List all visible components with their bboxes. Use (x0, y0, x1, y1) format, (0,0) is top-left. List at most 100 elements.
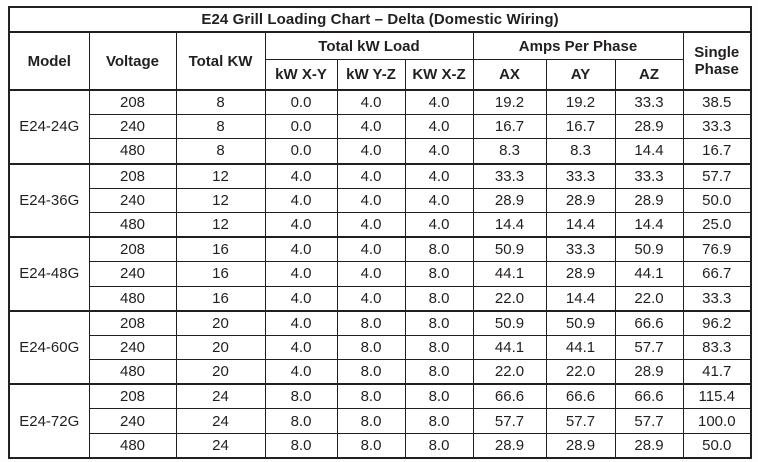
value-cell: 4.0 (404, 211, 474, 238)
value-cell: 16.7 (682, 138, 752, 165)
value-cell: 8 (175, 89, 266, 116)
value-cell: 57.7 (472, 408, 547, 434)
value-cell: 208 (88, 236, 177, 263)
value-cell: 4.0 (264, 359, 338, 385)
value-cell: 24 (175, 408, 266, 434)
value-cell: 50.9 (472, 236, 547, 263)
col-header-total-kw: Total KW (175, 31, 266, 91)
value-cell: 240 (88, 408, 177, 434)
value-cell: 14.4 (545, 285, 616, 312)
value-cell: 480 (88, 285, 177, 312)
value-cell: 240 (88, 334, 177, 361)
col-header-ay: AY (545, 59, 616, 91)
value-cell: 50.9 (472, 309, 547, 336)
value-cell: 480 (88, 138, 177, 165)
value-cell: 4.0 (404, 89, 474, 116)
header-row-sub: kW X-Y kW Y-Z KW X-Z AX AY AZ (9, 59, 751, 91)
value-cell: 83.3 (682, 334, 752, 361)
value-cell: 22.0 (545, 359, 616, 385)
value-cell: 44.1 (472, 261, 547, 287)
value-cell: 44.1 (614, 261, 684, 287)
value-cell: 8.3 (472, 138, 547, 165)
value-cell: 22.0 (472, 359, 547, 385)
value-cell: 28.9 (472, 187, 547, 213)
value-cell: 66.6 (614, 309, 684, 336)
value-cell: 8.0 (336, 408, 406, 434)
value-cell: 12 (175, 211, 266, 238)
model-cell: E24-60G (8, 309, 90, 385)
value-cell: 66.6 (614, 383, 684, 410)
title-row: E24 Grill Loading Chart – Delta (Domesti… (8, 6, 752, 33)
value-cell: 33.3 (472, 162, 547, 189)
value-cell: 208 (88, 309, 177, 336)
value-cell: 4.0 (404, 138, 474, 165)
value-cell: 4.0 (336, 285, 406, 312)
value-cell: 50.9 (545, 309, 616, 336)
value-cell: 4.0 (264, 236, 338, 263)
col-header-voltage: Voltage (88, 31, 177, 91)
value-cell: 240 (88, 114, 177, 140)
value-cell: 16.7 (545, 114, 616, 140)
col-group-amps-per-phase: Amps Per Phase (472, 31, 684, 60)
col-header-az: AZ (614, 59, 684, 91)
value-cell: 16 (175, 261, 266, 287)
table-title: E24 Grill Loading Chart – Delta (Domesti… (8, 6, 752, 33)
value-cell: 57.7 (614, 408, 684, 434)
table-row: 480 24 8.0 8.0 8.0 28.9 28.9 28.9 50.0 (9, 432, 752, 459)
value-cell: 208 (88, 162, 177, 189)
value-cell: 28.9 (614, 114, 684, 140)
value-cell: 8.0 (264, 432, 338, 459)
value-cell: 12 (175, 187, 266, 213)
value-cell: 4.0 (404, 114, 474, 140)
value-cell: 20 (175, 359, 266, 385)
value-cell: 14.4 (614, 138, 684, 165)
value-cell: 4.0 (264, 309, 338, 336)
value-cell: 50.0 (682, 187, 752, 213)
value-cell: 8 (175, 138, 266, 165)
value-cell: 57.7 (545, 408, 616, 434)
table-row: 240 16 4.0 4.0 8.0 44.1 28.9 44.1 66.7 (9, 261, 752, 287)
value-cell: 16.7 (472, 114, 547, 140)
loading-chart-table: E24 Grill Loading Chart – Delta (Domesti… (8, 6, 753, 459)
value-cell: 22.0 (472, 285, 547, 312)
value-cell: 8.0 (264, 383, 338, 410)
value-cell: 4.0 (404, 162, 474, 189)
value-cell: 4.0 (264, 211, 338, 238)
value-cell: 50.9 (614, 236, 684, 263)
table-row: 240 8 0.0 4.0 4.0 16.7 16.7 28.9 33.3 (9, 114, 752, 140)
value-cell: 8 (175, 114, 266, 140)
value-cell: 28.9 (545, 432, 616, 459)
table-row: E24-36G 208 12 4.0 4.0 4.0 33.3 33.3 33.3 57.7 (8, 162, 752, 238)
value-cell: 4.0 (336, 162, 406, 189)
table-row: 480 12 4.0 4.0 4.0 14.4 14.4 14.4 25.0 (9, 211, 752, 238)
value-cell: 33.3 (682, 285, 752, 312)
value-cell: 4.0 (264, 285, 338, 312)
value-cell: 33.3 (545, 236, 616, 263)
value-cell: 115.4 (682, 383, 752, 410)
value-cell: 240 (88, 187, 177, 213)
value-cell: 480 (88, 359, 177, 385)
col-header-kw-y-z: kW Y-Z (336, 59, 406, 91)
value-cell: 14.4 (472, 211, 547, 238)
value-cell: 14.4 (614, 211, 684, 238)
value-cell: 28.9 (614, 187, 684, 213)
value-cell: 8.0 (404, 432, 474, 459)
value-cell: 8.3 (545, 138, 616, 165)
value-cell: 57.7 (614, 334, 684, 361)
value-cell: 66.7 (682, 261, 752, 287)
value-cell: 4.0 (336, 211, 406, 238)
value-cell: 22.0 (614, 285, 684, 312)
value-cell: 28.9 (472, 432, 547, 459)
table-row: 480 8 0.0 4.0 4.0 8.3 8.3 14.4 16.7 (9, 138, 752, 165)
table-body: E24-24G 208 8 0.0 4.0 4.0 19.2 19.2 33.3 38.5 240 8… (8, 89, 752, 459)
value-cell: 33.3 (682, 114, 752, 140)
value-cell: 8.0 (404, 261, 474, 287)
col-header-ax: AX (472, 59, 547, 91)
header-row-groups: Model Voltage Total KW Total kW Load Amp… (8, 31, 752, 91)
value-cell: 4.0 (404, 187, 474, 213)
value-cell: 16 (175, 285, 266, 312)
value-cell: 240 (88, 261, 177, 287)
value-cell: 4.0 (336, 89, 406, 116)
value-cell: 25.0 (682, 211, 752, 238)
